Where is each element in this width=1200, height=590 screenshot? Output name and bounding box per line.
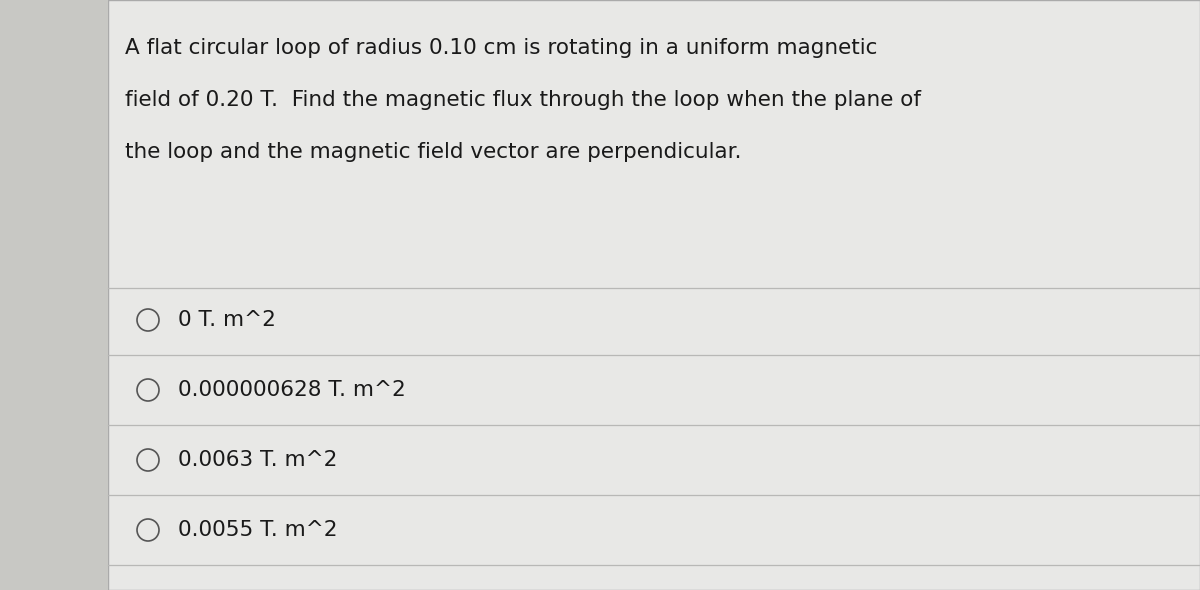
Text: A flat circular loop of radius 0.10 cm is rotating in a uniform magnetic: A flat circular loop of radius 0.10 cm i… <box>125 38 877 58</box>
Text: the loop and the magnetic field vector are perpendicular.: the loop and the magnetic field vector a… <box>125 142 742 162</box>
Bar <box>0 0 108 590</box>
Text: 0.000000628 T. m^2: 0.000000628 T. m^2 <box>178 380 406 400</box>
Text: 0 T. m^2: 0 T. m^2 <box>178 310 276 330</box>
Text: 0.0063 T. m^2: 0.0063 T. m^2 <box>178 450 337 470</box>
Text: 0.0055 T. m^2: 0.0055 T. m^2 <box>178 520 337 540</box>
Text: field of 0.20 T.  Find the magnetic flux through the loop when the plane of: field of 0.20 T. Find the magnetic flux … <box>125 90 922 110</box>
